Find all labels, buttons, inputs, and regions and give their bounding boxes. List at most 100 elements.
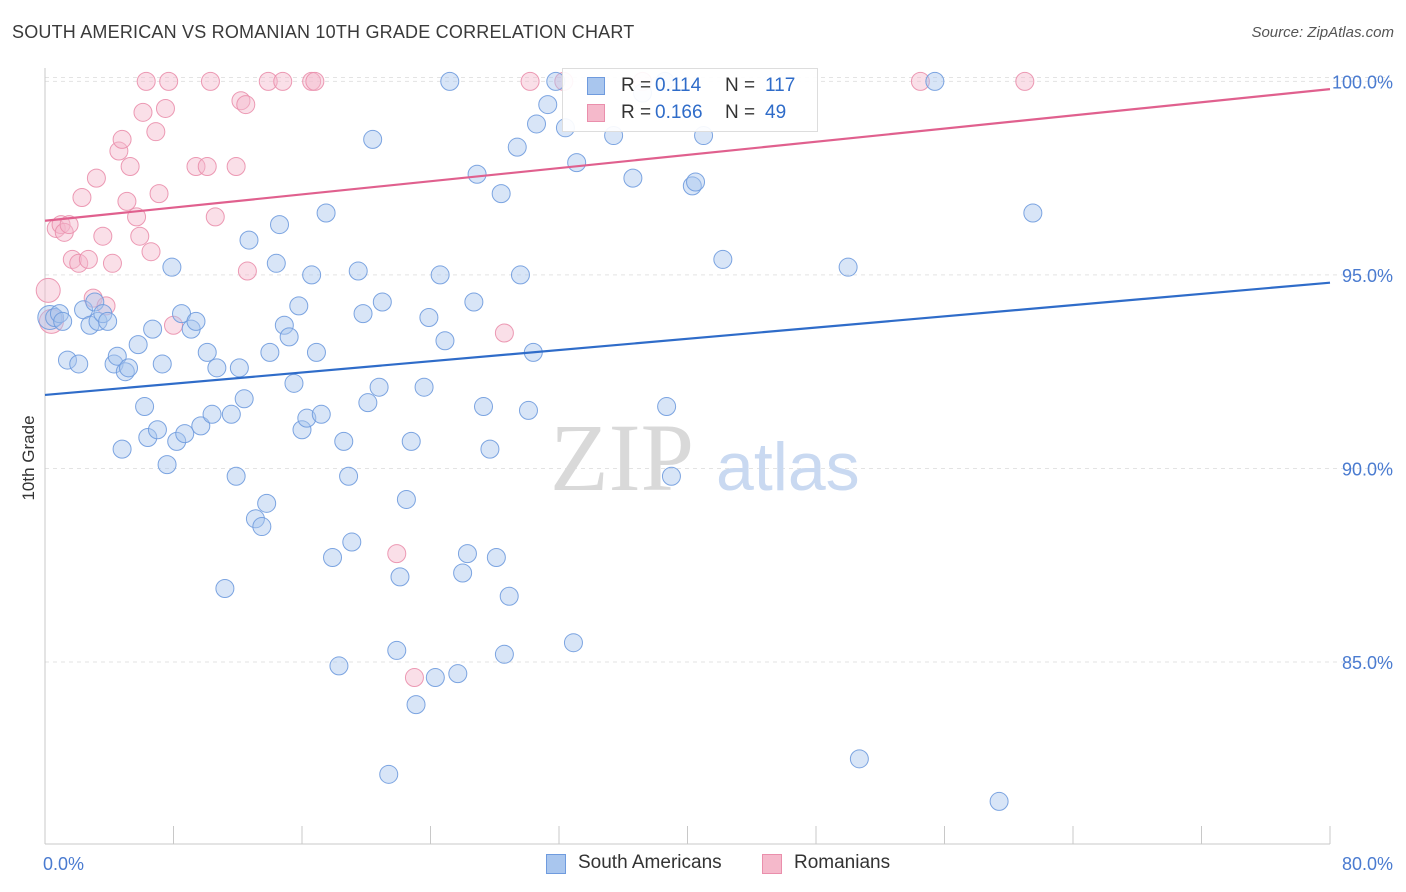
romanian-point — [117, 191, 137, 211]
trend-lines — [44, 88, 1331, 397]
romanian-point — [86, 168, 106, 188]
south-american-point — [925, 71, 945, 91]
romanian-point — [387, 544, 407, 564]
south-american-point — [49, 304, 69, 324]
south-american-point — [372, 292, 392, 312]
south-american-point — [53, 311, 73, 331]
legend-swatch-romanian — [587, 104, 605, 122]
south-american-point — [245, 509, 265, 529]
south-american-point — [467, 164, 487, 184]
south-american-point — [363, 129, 383, 149]
tick-labels: 85.0% 90.0% 95.0% 100.0% 0.0% 80.0% — [43, 72, 1393, 874]
south-american-point — [107, 346, 127, 366]
south-american-point — [623, 168, 643, 188]
romanian-point — [305, 71, 325, 91]
romanian-points — [35, 71, 1035, 688]
romanian-point — [141, 242, 161, 262]
south-american-point — [297, 408, 317, 428]
south-american-point — [323, 548, 343, 568]
bottom-legend-swatch-romanian — [762, 854, 782, 874]
legend-r-label: R = — [621, 75, 652, 96]
romanian-point — [404, 668, 424, 688]
south-american-point — [98, 311, 118, 331]
south-american-point — [147, 420, 167, 440]
south-american-point — [510, 265, 530, 285]
south-american-point — [138, 428, 158, 448]
south-american-point — [202, 404, 222, 424]
axes — [44, 68, 1331, 845]
romanian-point — [236, 95, 256, 115]
south-american-point — [396, 489, 416, 509]
south-american-point — [157, 455, 177, 475]
south-american-point — [135, 397, 155, 417]
south-american-point — [838, 257, 858, 277]
south-american-point — [369, 377, 389, 397]
stats-legend: R = 0.114 N = 117 R = 0.166 N = 49 — [562, 68, 818, 132]
south-american-point — [279, 327, 299, 347]
legend-n-value: 49 — [765, 102, 787, 123]
romanian-point — [93, 226, 113, 246]
south-american-point — [226, 466, 246, 486]
legend-swatch-south — [587, 77, 605, 95]
south-american-trend-line — [44, 281, 1331, 397]
south-american-point — [507, 137, 527, 157]
south-american-point — [435, 331, 455, 351]
south-american-point — [989, 791, 1009, 811]
romanian-point — [72, 187, 92, 207]
chart-title: SOUTH AMERICAN VS ROMANIAN 10TH GRADE CO… — [12, 22, 635, 42]
romanian-point — [133, 102, 153, 122]
bottom-legend-swatch-south — [546, 854, 566, 874]
romanian-point — [78, 249, 98, 269]
south-american-point — [57, 350, 77, 370]
south-american-point — [406, 695, 426, 715]
south-american-point — [440, 71, 460, 91]
south-american-point — [661, 466, 681, 486]
south-american-point — [306, 342, 326, 362]
south-american-points — [37, 71, 1043, 811]
south-american-point — [1023, 203, 1043, 223]
x-tick-label-min: 0.0% — [43, 854, 84, 874]
romanian-point — [120, 157, 140, 177]
south-american-point — [464, 292, 484, 312]
romanian-point — [109, 141, 129, 161]
romanian-point — [155, 98, 175, 118]
south-american-point — [119, 358, 139, 378]
bottom-legend-label-romanian: Romanians — [794, 852, 891, 873]
south-american-point — [197, 342, 217, 362]
romanian-point — [159, 71, 179, 91]
south-american-point — [390, 567, 410, 587]
south-american-point — [239, 230, 259, 250]
south-american-point — [713, 249, 733, 269]
south-american-point — [270, 215, 290, 235]
south-american-point — [563, 633, 583, 653]
south-american-point — [849, 749, 869, 769]
romanian-point — [130, 226, 150, 246]
romanian-point — [59, 215, 79, 235]
south-american-point — [686, 172, 706, 192]
south-american-point — [143, 319, 163, 339]
x-tick-label-max: 80.0% — [1342, 854, 1393, 874]
south-american-point — [527, 114, 547, 134]
romanian-point — [35, 277, 61, 303]
south-american-point — [311, 404, 331, 424]
romanian-point — [149, 184, 169, 204]
south-american-point — [494, 644, 514, 664]
romanian-point — [494, 323, 514, 343]
south-american-point — [425, 668, 445, 688]
romanian-point — [69, 253, 89, 273]
y-axis-title: 10th Grade — [19, 415, 38, 500]
south-american-point — [457, 544, 477, 564]
legend-r-label: R = — [621, 102, 652, 123]
south-american-point — [302, 265, 322, 285]
legend-n-label: N = — [725, 75, 756, 96]
south-american-point — [339, 466, 359, 486]
legend-n-label: N = — [725, 102, 756, 123]
south-american-point — [453, 563, 473, 583]
south-american-point — [419, 308, 439, 328]
south-american-point — [486, 548, 506, 568]
romanian-point — [96, 296, 116, 316]
romanian-point — [136, 71, 156, 91]
south-american-point — [430, 265, 450, 285]
romanian-point — [258, 71, 278, 91]
